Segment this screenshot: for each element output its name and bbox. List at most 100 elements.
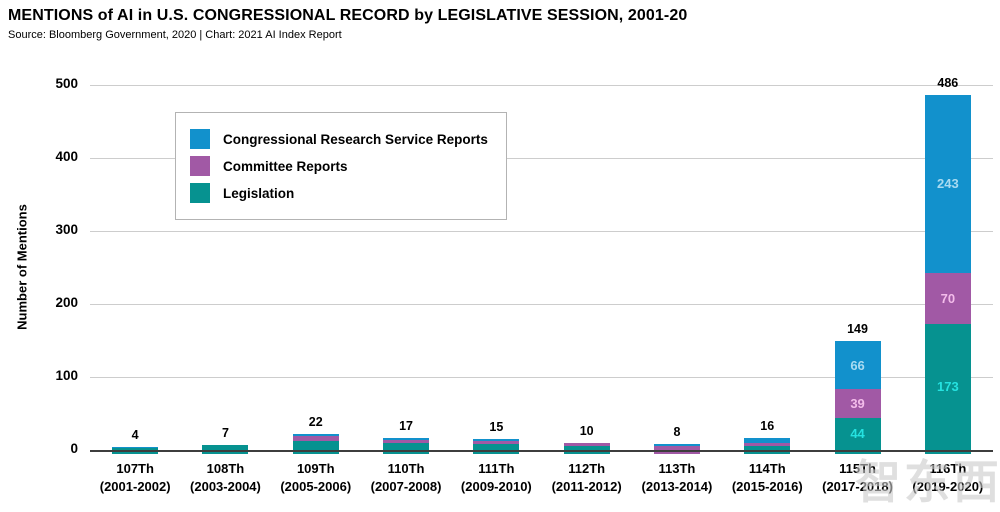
legend-label: Legislation xyxy=(223,185,295,201)
x-axis-label-years: (2011-2012) xyxy=(551,479,622,495)
bar-segment: 70 xyxy=(924,272,971,324)
bar-segment xyxy=(112,447,159,448)
legend-swatch xyxy=(190,156,210,176)
bar-segment xyxy=(563,443,610,446)
x-axis-label-session: 111Th xyxy=(478,461,515,476)
x-axis-label-years: (2009-2010) xyxy=(460,479,532,495)
segment-value-label: 173 xyxy=(936,379,959,395)
bar-segment xyxy=(473,440,520,445)
bar-segment xyxy=(744,443,791,447)
bar-segment xyxy=(653,446,700,450)
bar-segment: 66 xyxy=(834,341,881,390)
chart-title: MENTIONS of AI in U.S. CONGRESSIONAL REC… xyxy=(8,7,688,24)
x-axis-label-years: (2005-2006) xyxy=(280,479,352,495)
legend-item: Committee Reports xyxy=(190,156,488,176)
x-axis-label-years: (2019-2020) xyxy=(912,479,984,495)
x-axis-label-years: (2013-2014) xyxy=(641,479,713,495)
y-tick-label: 400 xyxy=(55,149,78,164)
x-axis-label-years: (2015-2016) xyxy=(731,479,803,495)
y-tick-label: 500 xyxy=(55,76,78,91)
bar-segment xyxy=(383,437,430,440)
x-axis-label-session: 116Th xyxy=(929,461,967,476)
segment-value-label: 44 xyxy=(850,426,865,442)
x-axis-line xyxy=(90,450,993,452)
x-axis-label-session: 113Th xyxy=(658,461,696,476)
bar-segment xyxy=(473,444,520,450)
gridline xyxy=(90,231,993,232)
y-tick-label: 0 xyxy=(70,441,78,456)
y-axis-title: Number of Mentions xyxy=(14,204,30,330)
x-axis-label-session: 114Th xyxy=(748,461,786,476)
y-tick-label: 100 xyxy=(55,368,78,383)
gridline xyxy=(90,377,993,378)
bar-segment xyxy=(563,442,610,444)
x-axis-label-session: 107Th xyxy=(116,461,154,476)
x-axis-label-session: 112Th xyxy=(568,461,606,476)
x-axis-label-session: 108Th xyxy=(206,461,245,476)
bar-total-label: 15 xyxy=(489,420,504,435)
bar-total-label: 22 xyxy=(308,414,323,429)
gridline xyxy=(90,85,993,86)
bar-segment xyxy=(744,446,791,450)
bar-stack: 243 70 173 xyxy=(924,95,971,454)
x-axis-label: 109Th (2005-2006) xyxy=(271,460,361,496)
x-axis-label-session: 115Th xyxy=(839,461,876,476)
bar-segment xyxy=(473,439,520,441)
bar-total-label: 149 xyxy=(847,322,868,337)
bar-total-label: 10 xyxy=(579,423,594,438)
bar-segment xyxy=(202,444,249,450)
bar-total-label: 17 xyxy=(399,418,413,433)
bar-segment: 44 xyxy=(834,417,881,450)
gridline xyxy=(90,304,993,305)
y-tick-label: 300 xyxy=(55,222,78,237)
x-axis-label-years: (2007-2008) xyxy=(370,479,442,495)
bar-segment xyxy=(563,445,610,450)
legend-swatch xyxy=(190,129,210,149)
x-axis-label: 110Th (2007-2008) xyxy=(361,460,451,496)
bar-segment xyxy=(653,444,700,447)
bar-segment xyxy=(292,441,339,450)
bar-total-label: 4 xyxy=(131,428,139,443)
x-axis-label: 111Th (2009-2010) xyxy=(451,460,541,496)
x-axis-label-years: (2003-2004) xyxy=(190,479,261,495)
bar-total-label: 7 xyxy=(221,425,229,440)
x-axis-label-session: 109Th xyxy=(296,461,335,476)
bar-segment xyxy=(383,439,430,444)
plot-area: 0 100 200 300 400 500 4 107Th (2001-2002) 7 108Th (… xyxy=(55,76,993,494)
x-axis-label: 113Th (2013-2014) xyxy=(632,460,722,496)
segment-value-label: 66 xyxy=(850,357,865,373)
gridline xyxy=(90,158,993,159)
x-axis-label: 112Th (2011-2012) xyxy=(542,460,632,496)
bar-total-label: 16 xyxy=(760,419,775,434)
x-axis-label-years: (2001-2002) xyxy=(99,479,171,495)
x-axis-label: 116Th (2019-2020) xyxy=(903,460,993,496)
bar-segment xyxy=(292,433,339,437)
x-axis-label-years: (2017-2018) xyxy=(822,479,893,495)
bar-total-label: 486 xyxy=(937,76,959,91)
bar-stack: 66 39 44 xyxy=(834,341,881,454)
bar-segment: 243 xyxy=(924,95,971,273)
legend-swatch xyxy=(190,183,210,203)
y-tick-label: 200 xyxy=(55,295,78,310)
x-axis-label: 115Th (2017-2018) xyxy=(812,460,902,496)
bar-segment xyxy=(744,438,791,444)
x-axis-label-session: 110Th xyxy=(387,461,425,476)
segment-value-label: 243 xyxy=(936,176,959,192)
bar-segment xyxy=(292,436,339,442)
x-axis-label: 114Th (2015-2016) xyxy=(722,460,812,496)
bar-total-label: 8 xyxy=(673,425,681,440)
legend-item: Legislation xyxy=(190,183,488,203)
legend-label: Congressional Research Service Reports xyxy=(223,131,488,147)
segment-value-label: 70 xyxy=(940,290,956,306)
x-axis-label: 107Th (2001-2002) xyxy=(90,460,180,496)
bar-segment xyxy=(112,447,159,450)
legend: Congressional Research Service Reports Co… xyxy=(175,112,507,220)
x-axis-label: 108Th (2003-2004) xyxy=(180,460,270,496)
bar-segment: 39 xyxy=(834,389,881,418)
legend-label: Committee Reports xyxy=(223,158,348,174)
bar-stack xyxy=(563,442,610,454)
legend-item: Congressional Research Service Reports xyxy=(190,129,488,149)
bar-segment xyxy=(383,443,430,450)
chart-source-line: Source: Bloomberg Government, 2020 | Cha… xyxy=(8,29,342,41)
